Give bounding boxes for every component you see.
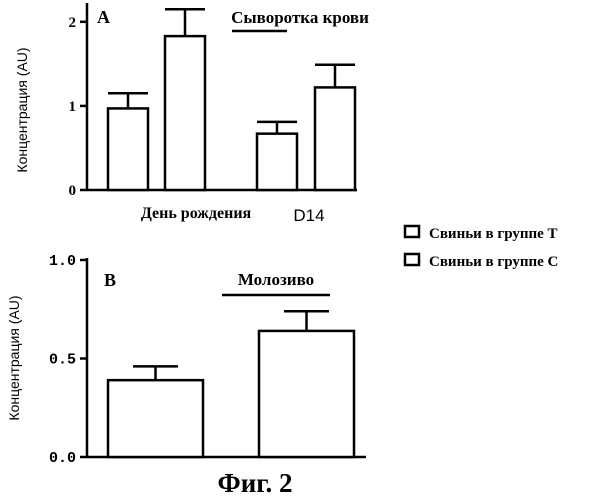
panel-b-chart: Концентрация (AU) B Молозиво 0.0 0.5 1.0 xyxy=(6,253,366,467)
panel-a-y-tick-label: 0 xyxy=(69,183,77,199)
panel-b-ylabel: Концентрация (AU) xyxy=(6,295,22,420)
panel-b-y-tick-label: 1.0 xyxy=(49,253,76,270)
panel-a-bar xyxy=(106,107,150,192)
panel-b-bar xyxy=(106,378,205,459)
panel-a-bar xyxy=(163,34,207,192)
panel-b-axes: 0.0 0.5 1.0 xyxy=(49,253,366,467)
panel-a-bar xyxy=(255,132,299,192)
panel-a-label: A xyxy=(97,7,110,27)
legend: Свиньи в группе T Свиньи в группе C xyxy=(403,224,558,270)
panel-a-group-label-birthday: День рождения xyxy=(141,205,252,222)
panel-a-title: Сыворотка крови xyxy=(231,8,369,27)
panel-a-ylabel: Концентрация (AU) xyxy=(14,47,30,172)
panel-a-bar xyxy=(313,86,357,192)
panel-a-bars xyxy=(106,7,357,192)
panel-a-y-tick-label: 2 xyxy=(69,15,77,31)
legend-label-group-t: Свиньи в группе T xyxy=(429,226,558,242)
panel-a-chart: Концентрация (AU) A Сыворотка крови 012 … xyxy=(14,3,369,225)
panel-b-y-tick-label: 0.0 xyxy=(49,450,76,467)
panel-b-bars xyxy=(106,309,356,459)
panel-b-y-tick-label: 0.5 xyxy=(49,352,76,369)
legend-swatch-group-c xyxy=(403,252,421,267)
panel-a-group-label-d14: D14 xyxy=(293,206,324,225)
panel-b-label: B xyxy=(104,270,116,290)
panel-a-y-tick-label: 1 xyxy=(69,99,77,115)
legend-swatch-group-t xyxy=(403,224,421,239)
panel-b-title: Молозиво xyxy=(238,270,314,289)
panel-b-bar xyxy=(257,329,356,459)
legend-label-group-c: Свиньи в группе C xyxy=(429,254,558,270)
figure-caption: Фиг. 2 xyxy=(218,468,293,498)
